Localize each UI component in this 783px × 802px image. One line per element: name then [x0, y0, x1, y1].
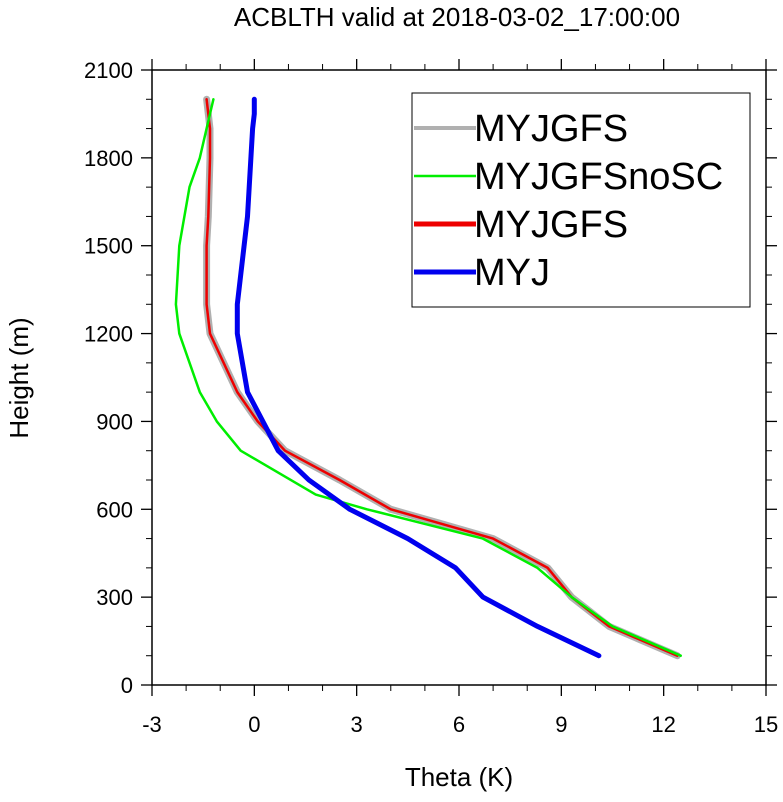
y-tick-label: 1800	[84, 146, 133, 171]
y-tick-label: 300	[96, 585, 133, 610]
x-tick-label: 9	[555, 712, 567, 737]
y-tick-label: 600	[96, 497, 133, 522]
y-axis-label: Height (m)	[4, 317, 34, 438]
series-line-myj-3	[234, 96, 602, 659]
legend-label: MYJGFSnoSC	[474, 156, 723, 198]
y-tick-label: 0	[121, 673, 133, 698]
axes: -3 0 3 6 9 12 15 0 300 600 900 1200 1500 1800 2100	[84, 58, 778, 737]
y-tick-label: 1500	[84, 234, 133, 259]
legend: MYJGFS MYJGFSnoSC MYJGFS MYJ	[411, 92, 751, 308]
y-tick-label: 2100	[84, 58, 133, 83]
y-axis-tick-labels: 0 300 600 900 1200 1500 1800 2100	[84, 58, 133, 698]
chart-title: ACBLTH valid at 2018-03-02_17:00:00	[234, 2, 680, 32]
legend-items: MYJGFS MYJGFSnoSC MYJGFS MYJ	[414, 108, 723, 294]
legend-label: MYJGFS	[474, 108, 628, 150]
x-tick-label: 0	[248, 712, 260, 737]
series-lines	[174, 95, 682, 660]
x-tick-label: -3	[142, 712, 162, 737]
x-tick-label: 15	[754, 712, 778, 737]
series-line-myjgfsnosc-1	[174, 98, 682, 657]
x-axis-label: Theta (K)	[405, 762, 513, 792]
legend-label: MYJGFS	[474, 204, 628, 246]
x-axis-tick-labels: -3 0 3 6 9 12 15	[142, 712, 778, 737]
x-tick-label: 6	[453, 712, 465, 737]
x-tick-label: 3	[351, 712, 363, 737]
x-tick-label: 12	[651, 712, 675, 737]
legend-label: MYJ	[474, 252, 550, 294]
y-tick-label: 1200	[84, 322, 133, 347]
x-axis-ticks	[151, 59, 767, 696]
y-axis-ticks	[141, 69, 777, 686]
y-tick-label: 900	[96, 409, 133, 434]
